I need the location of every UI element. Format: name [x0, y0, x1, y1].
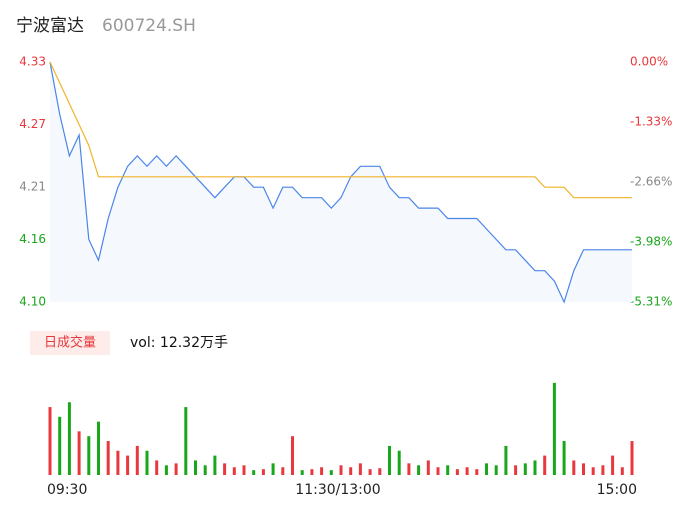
price-line: [49, 61, 632, 304]
volume-bar: [271, 463, 275, 475]
volume-bar: [194, 460, 197, 475]
volume-bar: [48, 407, 52, 475]
volume-bar: [494, 465, 498, 475]
volume-bar: [116, 450, 120, 475]
volume-bar: [504, 445, 508, 475]
volume-bar: [213, 455, 217, 475]
price-area: [50, 62, 632, 302]
volume-bar: [562, 441, 566, 475]
volume-bar: [543, 455, 547, 475]
volume-bar: [552, 382, 556, 475]
volume-bar: [164, 465, 168, 475]
volume-bar: [242, 465, 246, 475]
volume-bar: [329, 470, 333, 475]
volume-label-bg: [30, 331, 110, 355]
volume-bar: [601, 465, 605, 475]
y-tick-label: 4.10: [19, 295, 46, 309]
volume-bar: [155, 460, 159, 475]
chart-title: 宁波富达: [16, 16, 84, 36]
volume-bar: [135, 445, 139, 475]
y2-tick-label: -2.66%: [630, 175, 672, 189]
volume-bar: [203, 465, 207, 475]
volume-label: 日成交量: [44, 335, 96, 351]
volume-bar: [232, 467, 236, 475]
volume-bar: [388, 445, 391, 475]
volume-bar: [252, 470, 256, 475]
volume-bar: [339, 465, 343, 475]
x-tick-label: 11:30/13:00: [295, 482, 380, 498]
volume-bar: [87, 436, 91, 475]
y2-tick-label: -1.33%: [630, 115, 672, 129]
volume-bar: [184, 407, 188, 475]
y2-tick-label: -5.31%: [630, 295, 672, 309]
volume-bar: [300, 470, 304, 475]
volume-bar: [378, 468, 382, 475]
volume-bar: [145, 450, 149, 475]
volume-bar: [630, 441, 634, 475]
volume-bar: [320, 467, 324, 475]
volume-bar: [291, 436, 294, 475]
volume-bar: [446, 465, 450, 475]
volume-bar: [523, 463, 527, 475]
volume-bar: [533, 460, 537, 475]
volume-bar: [407, 463, 411, 475]
volume-bar: [126, 455, 130, 475]
y-tick-label: 4.27: [19, 117, 46, 131]
volume-text: vol: 12.32万手: [130, 335, 228, 351]
volume-bar: [514, 465, 518, 475]
volume-bar: [436, 467, 440, 475]
volume-bar: [349, 467, 353, 475]
volume-bar: [475, 469, 479, 475]
volume-bar: [77, 431, 81, 475]
volume-bar: [611, 455, 615, 475]
volume-bar: [58, 416, 62, 475]
y2-tick-label: -3.98%: [630, 234, 672, 248]
volume-bar: [106, 441, 110, 475]
volume-bar: [397, 450, 401, 475]
avg-line: [49, 61, 632, 199]
volume-bar: [582, 463, 585, 475]
volume-bar: [455, 469, 459, 475]
volume-bar: [281, 467, 285, 475]
y-tick-label: 4.21: [19, 180, 46, 194]
volume-bar: [67, 402, 71, 475]
volume-bar: [591, 467, 595, 475]
volume-bar: [426, 460, 430, 475]
volume-bar: [97, 421, 100, 475]
volume-bar: [417, 465, 421, 475]
volume-bar: [572, 460, 576, 475]
x-tick-label: 15:00: [597, 482, 637, 498]
y-tick-label: 4.33: [19, 55, 46, 69]
stock-code: 600724.SH: [102, 16, 196, 36]
volume-bar: [358, 463, 362, 475]
volume-bar: [174, 463, 178, 475]
volume-bar: [465, 467, 469, 475]
y-tick-label: 4.16: [19, 232, 46, 246]
volume-bar: [620, 467, 624, 475]
volume-bar: [310, 469, 314, 475]
volume-bar: [261, 469, 265, 475]
volume-bar: [368, 469, 372, 475]
x-tick-label: 09:30: [47, 482, 87, 498]
volume-bar: [223, 463, 227, 475]
volume-bar: [485, 463, 488, 475]
y2-tick-label: 0.00%: [630, 55, 668, 69]
